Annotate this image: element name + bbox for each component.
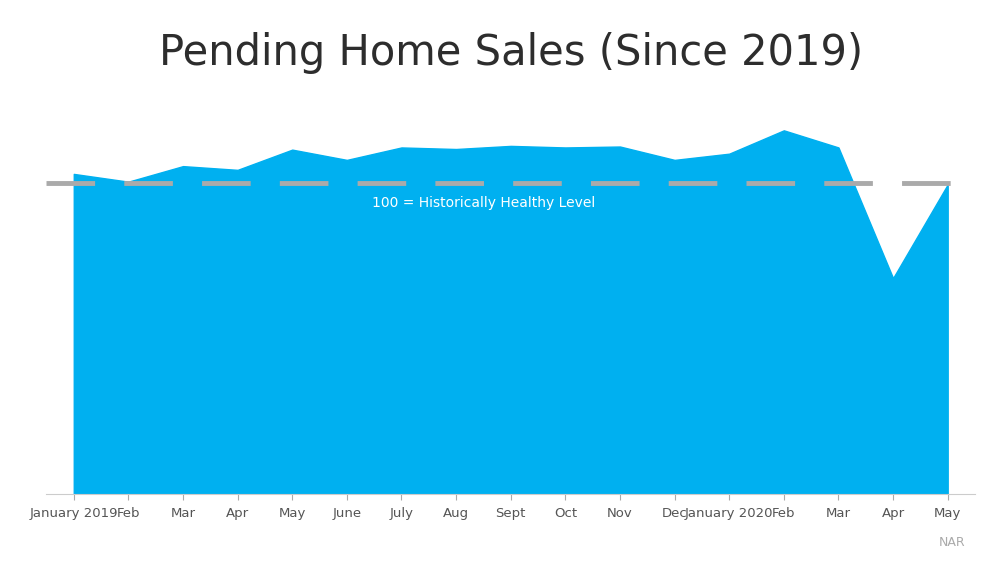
Title: Pending Home Sales (Since 2019): Pending Home Sales (Since 2019): [159, 32, 863, 74]
Text: 100 = Historically Healthy Level: 100 = Historically Healthy Level: [372, 196, 595, 209]
Text: NAR: NAR: [938, 536, 965, 549]
